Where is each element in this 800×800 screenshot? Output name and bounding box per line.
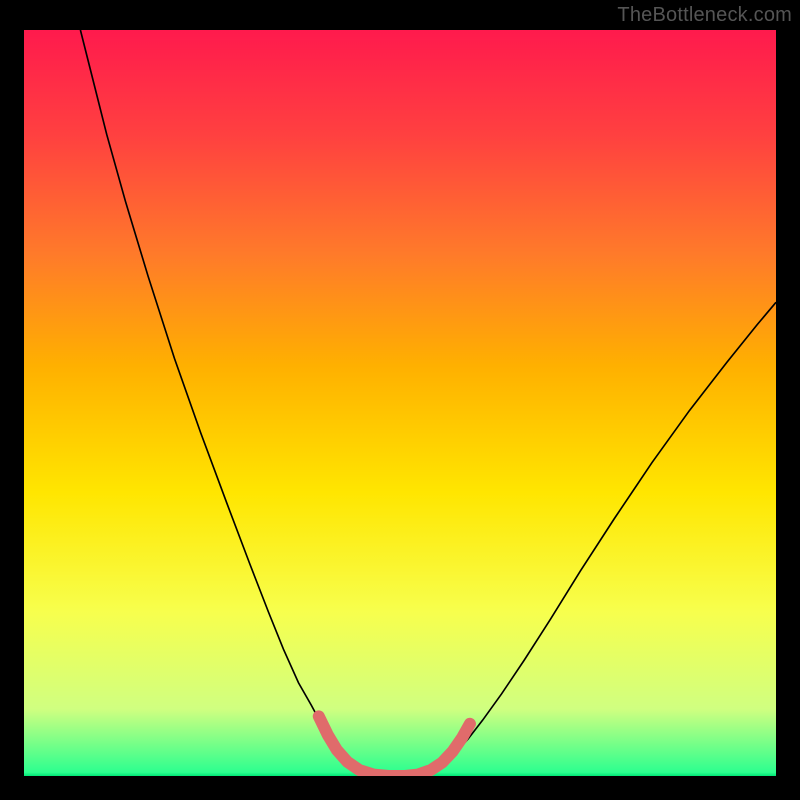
watermark-text: TheBottleneck.com bbox=[617, 4, 792, 27]
right-curve bbox=[411, 302, 776, 775]
curve-overlay bbox=[24, 30, 776, 776]
chart-frame: TheBottleneck.com bbox=[0, 0, 800, 800]
left-curve bbox=[80, 30, 381, 775]
plot-area bbox=[24, 30, 776, 776]
valley-highlight bbox=[319, 716, 470, 776]
